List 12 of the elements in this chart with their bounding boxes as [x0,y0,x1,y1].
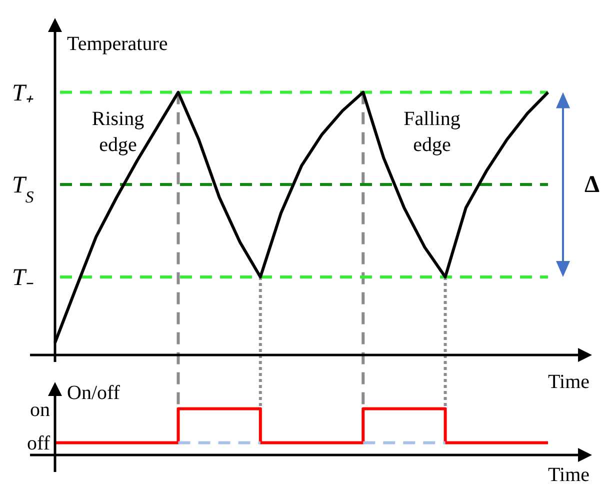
annotation: Rising edge [92,108,144,156]
ref-line-label: T$_{S}$ [12,172,34,206]
annotation: on [30,398,50,421]
ref-line-label: T₋ [12,264,34,291]
text: Δ [584,172,600,198]
y-axis-title: Temperature [67,33,168,55]
x-axis-title: Time [548,371,590,393]
x-axis-title: Time [548,464,590,486]
annotation: off [27,432,50,455]
ref-line-label: T₊ [12,80,34,106]
y-axis-title: On/off [67,382,120,404]
annotation: Falling edge [404,108,460,156]
